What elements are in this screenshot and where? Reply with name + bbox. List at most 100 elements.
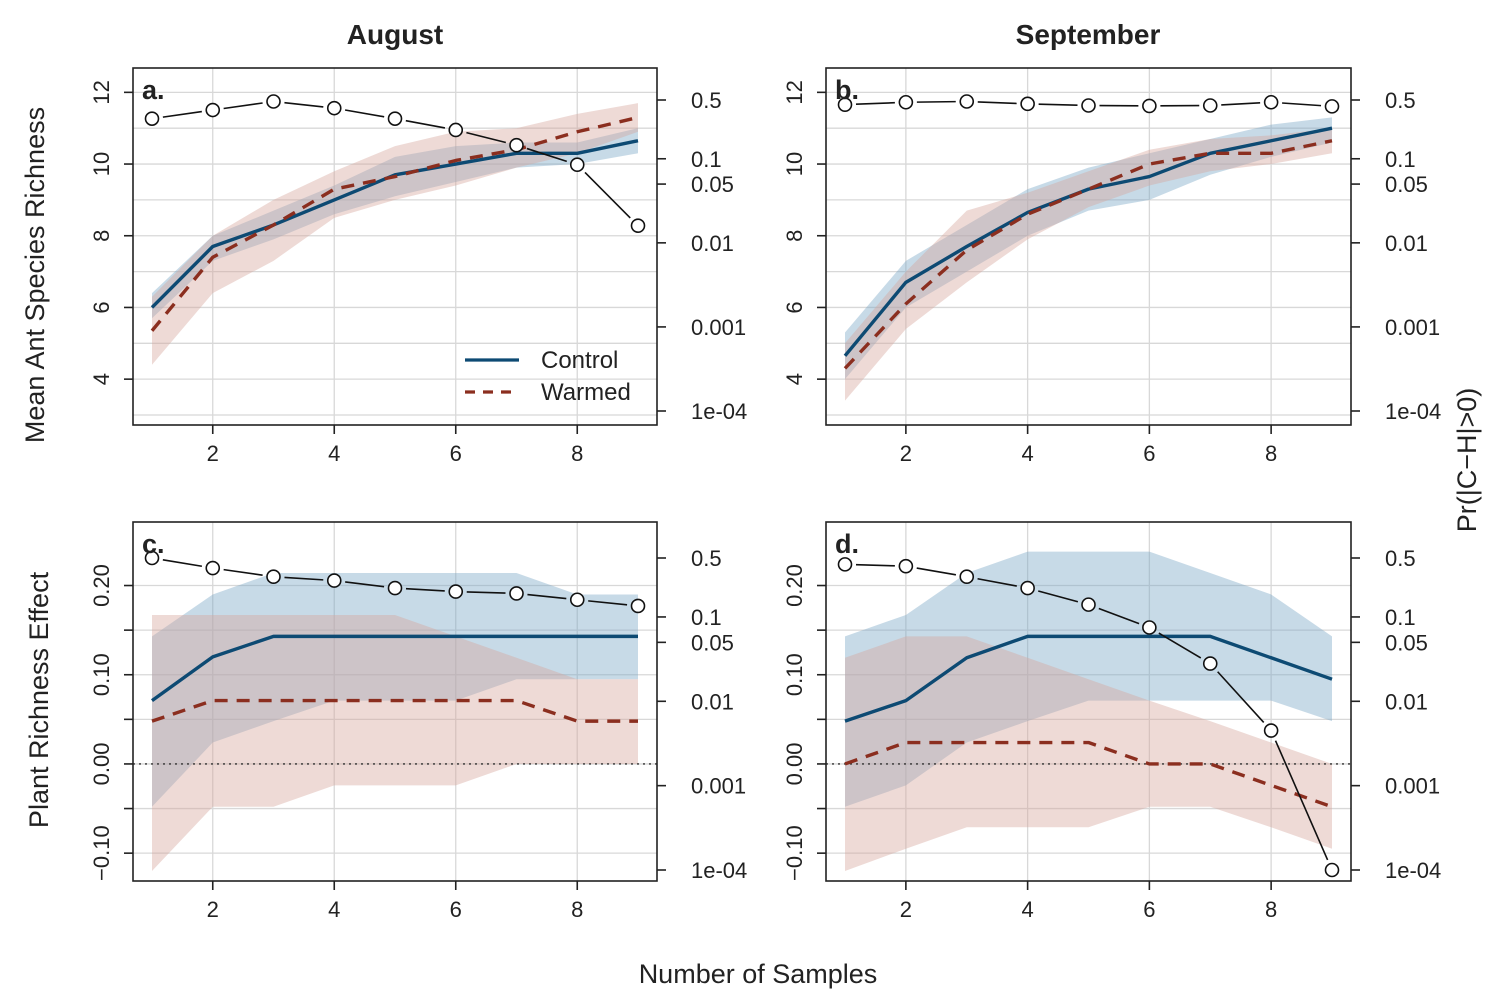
y-tick-label: 6: [89, 301, 114, 313]
y2-tick-label: 0.05: [1385, 630, 1428, 655]
probability-line-segment: [405, 587, 445, 592]
y2-tick-label: 0.001: [1385, 315, 1440, 340]
probability-line-segment: [162, 559, 203, 568]
probability-point: [630, 218, 646, 233]
panel-label: a.: [142, 75, 165, 105]
y2-tick-label: 0.01: [1385, 231, 1428, 256]
probability-point: [448, 584, 464, 599]
probability-point: [1142, 98, 1157, 114]
probability-line-segment: [466, 131, 507, 144]
y2-tick-label: 0.5: [1385, 88, 1416, 113]
probability-line-segment: [1217, 671, 1265, 723]
probability-line-segment: [916, 567, 957, 576]
panel-d: 2 4 6 8−0.100.000.100.201e-040.0010.010.050…: [782, 521, 1441, 922]
y-tick-label: 10: [782, 152, 807, 176]
y2-tick-label: 1e-04: [1385, 858, 1441, 883]
y2-tick-label: 0.1: [691, 605, 722, 630]
probability-line-segment: [162, 110, 202, 118]
y2-tick-label: 1e-04: [691, 858, 747, 883]
probability-line-segment: [1221, 102, 1261, 106]
warmed-line: [150, 115, 639, 332]
control-line: [151, 634, 638, 702]
probability-line-segment: [855, 563, 895, 567]
probability-line-segment: [1038, 103, 1078, 107]
legend: Control Warmed: [465, 347, 631, 406]
panel-label: d.: [835, 529, 859, 559]
y2-tick-label: 1e-04: [1385, 399, 1441, 424]
probability-line-segment: [584, 171, 631, 219]
panel-frame: [825, 67, 1352, 426]
panel-content: [826, 522, 1351, 881]
legend-label-warmed: Warmed: [541, 379, 631, 406]
x-tick-label: 6: [450, 897, 462, 922]
probability-point: [1324, 862, 1340, 878]
x-tick-label: 8: [571, 441, 583, 466]
control-band: [152, 128, 638, 319]
warmed-line: [844, 740, 1333, 809]
probability-point: [326, 573, 342, 588]
y-tick-label: 0.10: [89, 653, 114, 696]
x-tick-label: 8: [1265, 897, 1277, 922]
probability-line-segment: [284, 576, 324, 581]
probability-line-segment: [977, 101, 1017, 105]
probability-line-segment: [588, 600, 628, 606]
probability-line-segment: [344, 109, 385, 118]
panel-label: b.: [835, 75, 859, 105]
y2-tick-label: 0.001: [1385, 774, 1440, 799]
probability-point: [1324, 99, 1340, 114]
y-tick-label: 12: [89, 80, 114, 104]
probability-point: [1081, 597, 1096, 612]
probability-line-segment: [284, 101, 324, 108]
y2-tick-label: 0.05: [691, 630, 734, 655]
probability-line-segment: [1098, 607, 1140, 625]
ylabel-top: Mean Ant Species Richness: [20, 107, 50, 443]
probability-point: [959, 569, 975, 585]
probability-line-segment: [526, 147, 568, 163]
y2-tick-label: 0.5: [691, 546, 722, 571]
probability-point: [837, 97, 853, 112]
probability-point: [387, 580, 403, 596]
column-title-august: August: [347, 19, 443, 50]
panel-content: [133, 68, 657, 425]
x-tick-label: 2: [207, 897, 219, 922]
y2-tick-label: 0.05: [1385, 172, 1428, 197]
y-tick-label: 0.20: [89, 564, 114, 607]
probability-line-segment: [345, 581, 385, 588]
x-tick-label: 2: [900, 441, 912, 466]
panel-label: c.: [142, 529, 165, 559]
probability-point: [144, 550, 160, 566]
y2-tick-label: 0.5: [1385, 546, 1416, 571]
x-tick-label: 4: [328, 897, 340, 922]
y-tick-label: 4: [782, 373, 807, 385]
column-title-september: September: [1016, 19, 1161, 50]
ylabel-bottom: Plant Richness Effect: [24, 571, 54, 828]
probability-point: [837, 557, 853, 572]
probability-point: [509, 137, 524, 153]
panel-frame: [132, 67, 658, 426]
probability-point: [266, 94, 281, 109]
y-tick-label: 12: [782, 80, 807, 104]
control-band: [845, 117, 1332, 380]
probability-point: [569, 592, 585, 608]
probability-point: [630, 598, 646, 614]
panel-b: 2 4 6 8 4 6 8 10 12 1e-04 0.001 0.01 0.050.1 0.5 b.: [782, 67, 1441, 466]
probability-line-segment: [223, 102, 263, 110]
warmed-band: [845, 636, 1332, 871]
probability-point: [569, 157, 585, 173]
probability-point: [448, 122, 464, 138]
control-line: [844, 634, 1333, 723]
probability-point: [509, 586, 524, 601]
y2-tick-label: 0.001: [691, 315, 746, 340]
probability-line-segment: [1038, 590, 1079, 603]
y-tick-label: 0.20: [782, 564, 807, 607]
y2-tick-label: 0.01: [691, 231, 734, 256]
warmed-line: [151, 698, 638, 723]
y-tick-label: 10: [89, 152, 114, 176]
y-tick-label: 0.10: [782, 653, 807, 696]
probability-point: [387, 111, 403, 126]
y2-tick-label: 0.01: [691, 689, 734, 714]
x-tick-label: 4: [328, 441, 340, 466]
probability-point: [1202, 98, 1218, 113]
probability-line-segment: [855, 101, 895, 106]
x-tick-label: 6: [1143, 441, 1155, 466]
